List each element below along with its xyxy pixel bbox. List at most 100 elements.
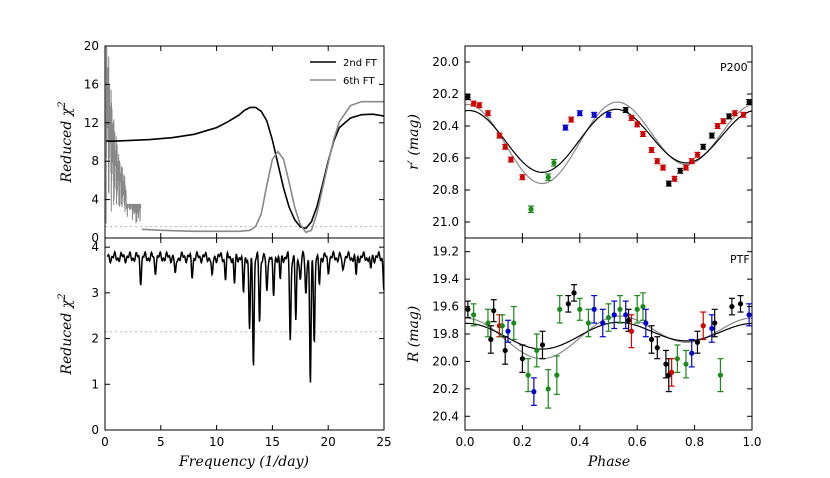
- ptf-point: [585, 320, 592, 326]
- ptf-xtick-label: 0.8: [685, 435, 704, 449]
- chi2-top-ytick-label: 4: [91, 193, 99, 207]
- p200-point: [568, 117, 574, 123]
- p200-lightcurve-panel: 20.0 20.2 20.4 20.6 20.8 21.0 r′ (mag) P200: [406, 45, 753, 239]
- chi2-top-marks: 0 4 8 12 16 20: [84, 39, 385, 245]
- chi2-top-plot-area: [105, 46, 384, 234]
- chi2-top-ylabel-sup: 2: [57, 101, 68, 108]
- p200-point: [660, 165, 666, 171]
- p200-point: [545, 174, 551, 180]
- p200-point: [628, 115, 635, 121]
- ptf-point: [617, 306, 623, 312]
- ptf-point: [545, 386, 551, 392]
- chi2-bottom-frame: [104, 237, 385, 431]
- p200-point: [714, 123, 721, 129]
- chi2-bottom-ytick-label: 1: [91, 377, 99, 391]
- chi2-bottom-ylabel: Reduced χ2: [57, 293, 75, 375]
- ptf-point: [519, 356, 526, 362]
- ptf-point: [654, 345, 660, 351]
- ptf-point: [539, 342, 546, 348]
- ptf-point: [511, 320, 517, 326]
- ptf-point: [737, 301, 744, 307]
- ptf-point: [700, 323, 706, 329]
- p200-point: [666, 181, 672, 187]
- ptf-point: [643, 320, 649, 326]
- chi2-bottom-line: [106, 249, 385, 383]
- p200-point: [694, 152, 701, 158]
- chi2-bottom-xtick-label: 25: [376, 435, 391, 449]
- chi2-top-ylabel-text: Reduced χ: [59, 106, 75, 183]
- ptf-point: [623, 312, 629, 318]
- ptf-point: [491, 308, 497, 314]
- chi2-bottom-xtick-label: 5: [157, 435, 165, 449]
- ptf-point: [471, 312, 477, 318]
- p200-point: [471, 101, 477, 107]
- chi2-bottom-ytick-label: 3: [91, 286, 99, 300]
- p200-point: [623, 107, 629, 113]
- ptf-point: [565, 301, 571, 307]
- p200-label: P200: [720, 61, 748, 74]
- ptf-xtick-label: 0.2: [513, 435, 532, 449]
- ptf-point: [557, 306, 563, 312]
- p200-point: [654, 158, 660, 164]
- ptf-point: [554, 372, 560, 378]
- frequency-xlabel: Frequency (1/day): [178, 454, 309, 470]
- ptf-ytick-label: 20.2: [432, 382, 459, 396]
- p200-marks: 20.0 20.2 20.4 20.6 20.8 21.0: [432, 45, 753, 239]
- chi2-top-ytick-label: 0: [91, 231, 99, 245]
- ptf-xtick-label: 1.0: [742, 435, 761, 449]
- chi2-top-ylabel: Reduced χ2: [57, 101, 75, 183]
- ptf-xtick-label: 0.4: [570, 435, 589, 449]
- ptf-ylabel: R (mag): [406, 306, 422, 364]
- p200-point: [700, 144, 706, 150]
- ptf-point: [689, 350, 695, 356]
- ptf-point: [525, 372, 531, 378]
- p200-point: [677, 168, 683, 174]
- p200-ytick-label: 20.2: [432, 87, 459, 101]
- ptf-marks: 19.2 19.4 19.6 19.8 20.0 20.2 20.4 0.0 0.2 0.4 0.6…: [432, 237, 762, 449]
- ptf-xtick-label: 0.6: [628, 435, 647, 449]
- legend-6th-label: 6th FT: [343, 76, 375, 87]
- p200-ytick-label: 20.4: [432, 119, 459, 133]
- p200-point: [648, 147, 655, 153]
- p200-point: [591, 112, 597, 118]
- ptf-point: [746, 312, 752, 318]
- ptf-point: [600, 320, 606, 326]
- p200-point: [528, 206, 534, 212]
- chi2-legend: 2nd FT 6th FT: [310, 58, 378, 87]
- p200-ytick-label: 20.6: [432, 151, 459, 165]
- ptf-point: [694, 339, 701, 345]
- chi2-bottom-xtick-label: 20: [321, 435, 336, 449]
- ptf-point: [465, 306, 471, 312]
- ptf-ytick-label: 20.4: [432, 409, 459, 423]
- legend-2nd-label: 2nd FT: [343, 58, 378, 69]
- p200-point: [476, 102, 482, 108]
- chi2-top-ytick-label: 16: [84, 77, 99, 91]
- ptf-lightcurve-panel: 19.2 19.4 19.6 19.8 20.0 20.2 20.4 0.0 0.2 0.4 0.6…: [406, 237, 762, 470]
- ptf-ytick-label: 19.2: [432, 245, 459, 259]
- chi2-top-panel: 0 4 8 12 16 20 Reduced χ2 2nd FT 6th FT: [57, 39, 385, 245]
- ptf-point: [648, 336, 655, 343]
- ptf-ytick-label: 19.4: [432, 272, 459, 286]
- ptf-point: [663, 361, 669, 367]
- ptf-point: [591, 306, 597, 312]
- p200-ytick-label: 21.0: [432, 215, 459, 229]
- p200-model-2nd: [464, 108, 753, 173]
- p200-point: [562, 125, 569, 131]
- p200-point: [551, 160, 557, 166]
- p200-point: [634, 121, 640, 127]
- chi2-bottom-xtick-label: 15: [265, 435, 280, 449]
- ptf-point: [485, 320, 491, 326]
- ptf-point: [628, 328, 635, 334]
- p200-ytick-label: 20.0: [432, 55, 459, 69]
- ptf-point: [712, 320, 718, 326]
- chi2-top-ytick-label: 20: [84, 39, 99, 53]
- ptf-point: [571, 290, 577, 296]
- chi2-6th-ft-noise: [105, 46, 142, 224]
- p200-point: [508, 157, 514, 163]
- p200-point: [726, 113, 732, 119]
- ptf-point: [634, 306, 640, 312]
- ptf-point: [625, 317, 632, 323]
- ptf-xtick-label: 0.0: [455, 435, 474, 449]
